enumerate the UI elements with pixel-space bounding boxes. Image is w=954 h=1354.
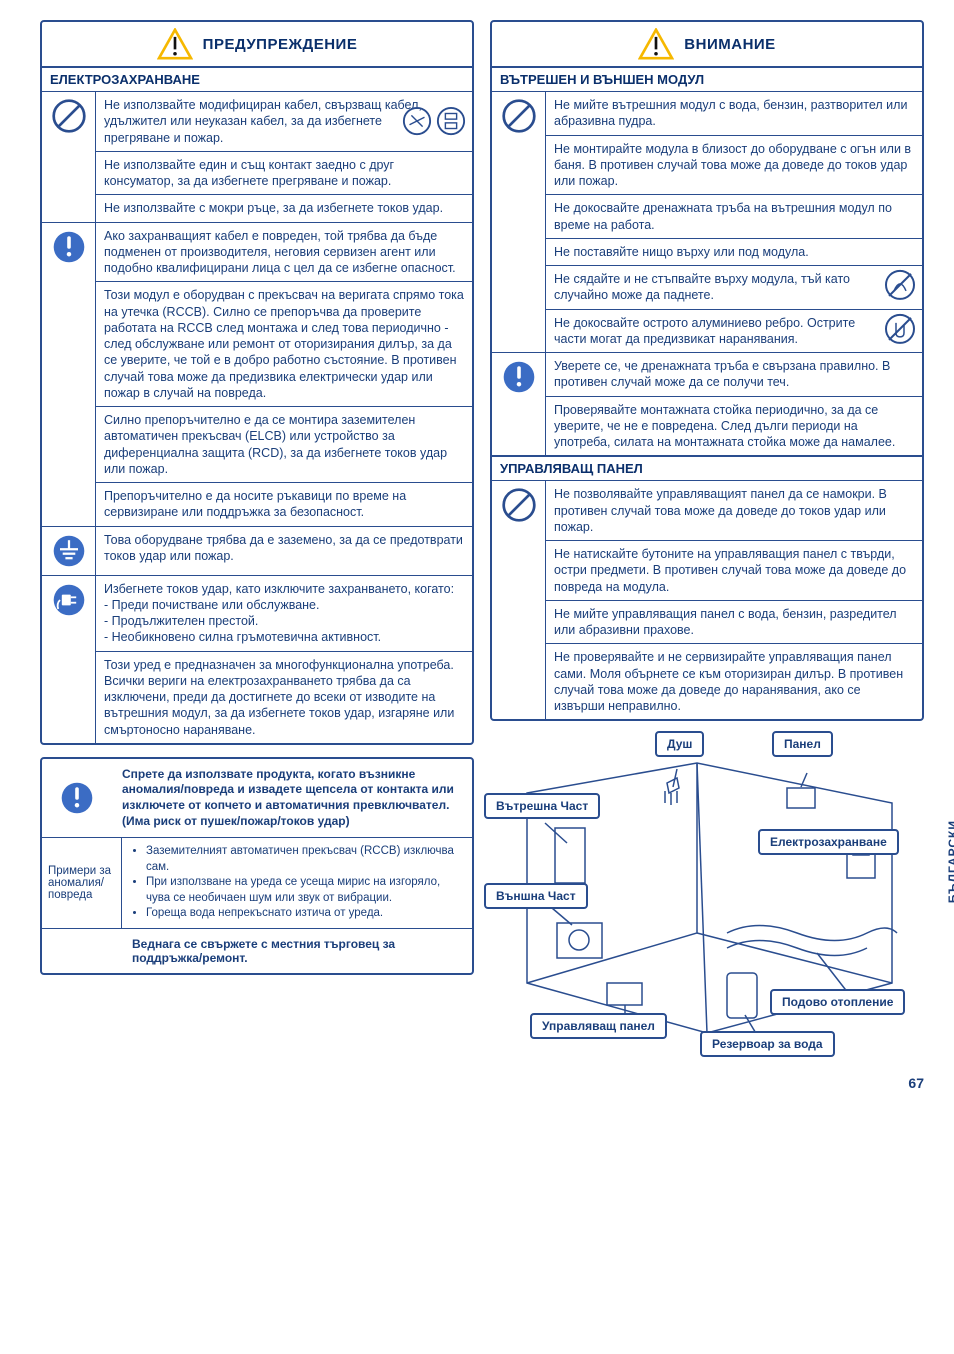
- prohibit-icon-cell: [492, 481, 546, 719]
- anomaly-top-text: Спрете да използвате продукта, когато въ…: [112, 759, 472, 837]
- caution-panel: ВНИМАНИЕ ВЪТРЕШЕН И ВЪНШЕН МОДУЛ Не мийт…: [490, 20, 924, 721]
- warning-triangle-icon: [157, 28, 193, 60]
- warn-text: Не използвайте с мокри ръце, за да избег…: [96, 195, 472, 221]
- caution-text: Не натискайте бутоните на управляващия п…: [546, 541, 922, 600]
- language-tab: БЪЛГАРСКИ: [946, 820, 954, 903]
- warn-text: Не използвайте модифициран кабел, свързв…: [96, 92, 472, 151]
- label-floorheat: Подово отопление: [770, 989, 905, 1015]
- unplug-icon-cell: [42, 576, 96, 743]
- label-tank: Резервоар за вода: [700, 1031, 835, 1057]
- anomaly-bullet: Заземителният автоматичен прекъсвач (RCC…: [146, 844, 462, 875]
- anomaly-list: Заземителният автоматичен прекъсвач (RCC…: [122, 838, 472, 928]
- prohibit-icon: [501, 487, 537, 523]
- caution-text: Не позволявайте управляващият панел да с…: [546, 481, 922, 540]
- page-number: 67: [908, 1075, 924, 1091]
- label-control: Управляващ панел: [530, 1013, 667, 1039]
- must-icon-cell: [42, 223, 96, 526]
- caution-text: Не поставяйте нищо върху или под модула.: [546, 239, 922, 265]
- system-diagram: Душ Панел Вътрешна Част Електрозахранван…: [490, 733, 924, 1063]
- section-unit: ВЪТРЕШЕН И ВЪНШЕН МОДУЛ: [492, 67, 922, 92]
- ground-icon-cell: [42, 527, 96, 575]
- caution-text: Не монтирайте модула в близост до оборуд…: [546, 136, 922, 195]
- caution-text: Проверявайте монтажната стойка периодичн…: [546, 397, 922, 456]
- exclaim-icon: [501, 359, 537, 395]
- caution-text: Не сядайте и не стъпвайте върху модула, …: [546, 266, 922, 309]
- warning-title: ПРЕДУПРЕЖДЕНИЕ: [203, 36, 358, 53]
- prohibit-icon: [501, 98, 537, 134]
- exclaim-icon: [51, 229, 87, 265]
- warn-text: Препоръчително е да носите ръкавици по в…: [96, 483, 472, 526]
- anomaly-bullet: Гореща вода непрекъснато изтича от уреда…: [146, 906, 462, 922]
- caution-text: Не докосвайте острото алуминиево ребро. …: [546, 310, 922, 353]
- anomaly-icon: [42, 759, 112, 837]
- caution-text: Не проверявайте и не сервизирайте управл…: [546, 644, 922, 719]
- warn-text: Избегнете токов удар, като изключите зах…: [96, 576, 472, 651]
- section-power: ЕЛЕКТРОЗАХРАНВАНЕ: [42, 67, 472, 92]
- caution-text: Не мийте вътрешния модул с вода, бензин,…: [546, 92, 922, 135]
- ground-icon: [51, 533, 87, 569]
- warning-panel: ПРЕДУПРЕЖДЕНИЕ ЕЛЕКТРОЗАХРАНВАНЕ Не изпо…: [40, 20, 474, 745]
- warn-text: Ако захранващият кабел е повреден, той т…: [96, 223, 472, 282]
- warn-text: Не използвайте един и същ контакт заедно…: [96, 152, 472, 195]
- anomaly-label: Примери за аномалия/ повреда: [42, 838, 122, 928]
- anomaly-bottom-text: Веднага се свържете с местния търговец з…: [42, 929, 472, 973]
- warn-text: Този уред е предназначен за многофункцио…: [96, 652, 472, 743]
- label-panel: Панел: [772, 731, 833, 757]
- label-inner: Вътрешна Част: [484, 793, 600, 819]
- warn-text: Силно препоръчително е да се монтира заз…: [96, 407, 472, 482]
- cable-icons: [402, 106, 466, 136]
- anomaly-box: Спрете да използвате продукта, когато въ…: [40, 757, 474, 975]
- warning-header: ПРЕДУПРЕЖДЕНИЕ: [42, 22, 472, 67]
- caution-header: ВНИМАНИЕ: [492, 22, 922, 67]
- label-shower: Душ: [655, 731, 704, 757]
- warn-text: Това оборудване трябва да е заземено, за…: [96, 527, 472, 575]
- caution-text: Уверете се, че дренажната тръба е свърза…: [546, 353, 922, 396]
- caution-title: ВНИМАНИЕ: [684, 36, 775, 53]
- no-touch-icon: [884, 313, 916, 349]
- prohibit-icon-cell: [492, 92, 546, 352]
- warning-triangle-icon: [638, 28, 674, 60]
- label-power: Електрозахранване: [758, 829, 899, 855]
- unplug-icon: [51, 582, 87, 618]
- prohibit-icon: [51, 98, 87, 134]
- exclaim-icon: [59, 780, 95, 816]
- anomaly-bullet: При използване на уреда се усеща мирис н…: [146, 875, 462, 906]
- no-step-icon: [884, 269, 916, 305]
- caution-text: Не мийте управляващия панел с вода, бенз…: [546, 601, 922, 644]
- section-control: УПРАВЛЯВАЩ ПАНЕЛ: [492, 456, 922, 481]
- warn-text: Този модул е оборудван с прекъсвач на ве…: [96, 282, 472, 406]
- prohibit-icon-cell: [42, 92, 96, 222]
- label-outer: Външна Част: [484, 883, 588, 909]
- caution-text: Не докосвайте дренажната тръба на вътреш…: [546, 195, 922, 238]
- must-icon-cell: [492, 353, 546, 455]
